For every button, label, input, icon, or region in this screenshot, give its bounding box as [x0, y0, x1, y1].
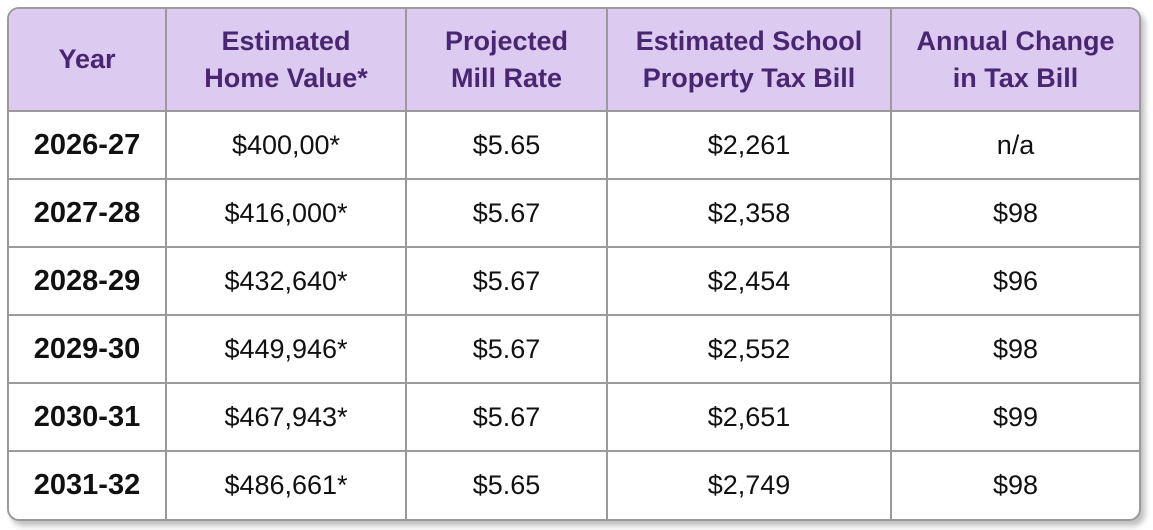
table-row: 2029-30 $449,946* $5.67 $2,552 $98 [9, 314, 1139, 384]
tax-projection-table: Year Estimated Home Value* Projected Mil… [7, 7, 1141, 521]
header-year-label: Year [58, 44, 116, 74]
cell-annual-change: $96 [890, 246, 1139, 316]
cell-annual-change: n/a [890, 110, 1139, 180]
cell-year: 2028-29 [9, 246, 167, 316]
table-row: 2030-31 $467,943* $5.67 $2,651 $99 [9, 382, 1139, 452]
header-home-value-line2: Home Value* [204, 62, 368, 93]
header-annual-change-line2: in Tax Bill [952, 62, 1079, 93]
header-home-value-line1: Estimated [221, 25, 351, 56]
cell-tax-bill: $2,552 [606, 314, 892, 384]
cell-annual-change: $98 [890, 450, 1139, 519]
table-row: 2031-32 $486,661* $5.65 $2,749 $98 [9, 450, 1139, 519]
cell-home-value: $416,000* [165, 178, 407, 248]
header-mill-rate: Projected Mill Rate [405, 9, 608, 112]
cell-annual-change: $98 [890, 314, 1139, 384]
cell-year: 2031-32 [9, 450, 167, 519]
cell-tax-bill: $2,261 [606, 110, 892, 180]
cell-tax-bill: $2,358 [606, 178, 892, 248]
cell-mill-rate: $5.67 [405, 314, 608, 384]
header-tax-bill: Estimated School Property Tax Bill [606, 9, 892, 112]
cell-year: 2030-31 [9, 382, 167, 452]
header-row: Year Estimated Home Value* Projected Mil… [9, 9, 1139, 112]
cell-annual-change: $99 [890, 382, 1139, 452]
cell-year: 2026-27 [9, 110, 167, 180]
cell-home-value: $400,00* [165, 110, 407, 180]
cell-mill-rate: $5.67 [405, 382, 608, 452]
header-mill-rate-line2: Mill Rate [450, 62, 563, 93]
cell-mill-rate: $5.67 [405, 246, 608, 316]
header-tax-bill-line1: Estimated School [635, 25, 863, 56]
header-annual-change: Annual Change in Tax Bill [890, 9, 1139, 112]
header-home-value: Estimated Home Value* [165, 9, 407, 112]
cell-home-value: $467,943* [165, 382, 407, 452]
cell-mill-rate: $5.67 [405, 178, 608, 248]
cell-mill-rate: $5.65 [405, 110, 608, 180]
cell-annual-change: $98 [890, 178, 1139, 248]
header-tax-bill-line2: Property Tax Bill [642, 62, 856, 93]
cell-mill-rate: $5.65 [405, 450, 608, 519]
table-row: 2028-29 $432,640* $5.67 $2,454 $96 [9, 246, 1139, 316]
cell-tax-bill: $2,749 [606, 450, 892, 519]
cell-tax-bill: $2,454 [606, 246, 892, 316]
cell-home-value: $486,661* [165, 450, 407, 519]
tax-table: Year Estimated Home Value* Projected Mil… [9, 9, 1139, 519]
table-row: 2027-28 $416,000* $5.67 $2,358 $98 [9, 178, 1139, 248]
cell-home-value: $449,946* [165, 314, 407, 384]
cell-home-value: $432,640* [165, 246, 407, 316]
header-annual-change-line1: Annual Change [916, 25, 1115, 56]
header-mill-rate-line1: Projected [444, 25, 569, 56]
cell-year: 2027-28 [9, 178, 167, 248]
table-row: 2026-27 $400,00* $5.65 $2,261 n/a [9, 110, 1139, 180]
header-year: Year [9, 9, 167, 112]
cell-year: 2029-30 [9, 314, 167, 384]
cell-tax-bill: $2,651 [606, 382, 892, 452]
